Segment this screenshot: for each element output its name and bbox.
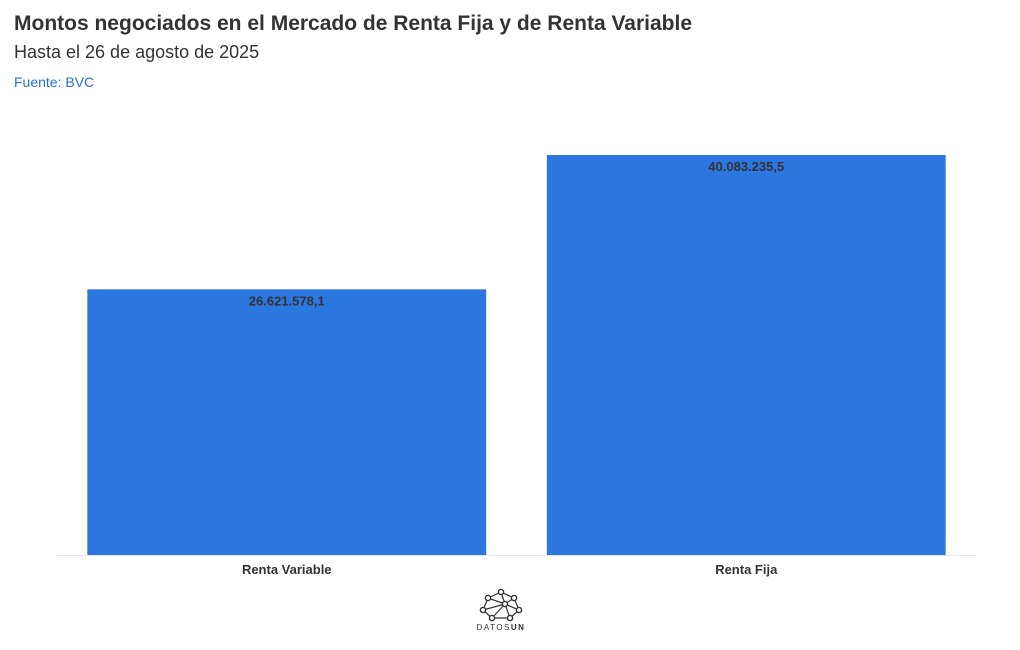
source-link[interactable]: Fuente: BVC [14, 74, 95, 90]
logo-text-bold: UN [510, 623, 526, 632]
bar-chart: 26.621.578,1 Renta Variable 40.083.235,5 Re… [57, 155, 976, 577]
datosun-logo: DATOSUN [470, 588, 532, 634]
chart-title: Montos negociados en el Mercado de Renta… [14, 12, 693, 35]
logo-text-light: DATOS [476, 623, 511, 632]
x-tick-label: Renta Variable [242, 562, 332, 577]
data-label: 40.083.235,5 [708, 159, 784, 174]
bar-renta-fija[interactable] [546, 155, 946, 555]
x-tick-label: Renta Fija [715, 562, 778, 577]
chart-subtitle: Hasta el 26 de agosto de 2025 [14, 42, 260, 62]
bar-renta-variable[interactable] [87, 289, 487, 555]
data-label: 26.621.578,1 [249, 293, 325, 308]
network-icon [479, 588, 523, 622]
logo-text: DATOSUN [470, 623, 532, 632]
